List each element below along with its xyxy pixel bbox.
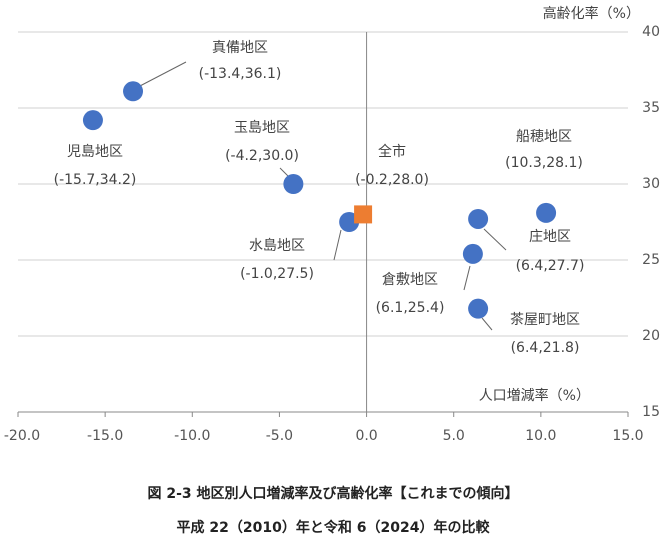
value-label: (6.4,27.7): [516, 258, 585, 274]
x-tick-label: 10.0: [525, 428, 556, 444]
y-tick-label: 20: [642, 328, 660, 344]
leader-line: [483, 228, 507, 251]
point-label: 倉敷地区: [382, 272, 438, 288]
y-tick-label: 15: [642, 404, 660, 420]
point: [462, 243, 483, 264]
point-label: 茶屋町地区: [510, 312, 580, 328]
y-tick-label: 35: [642, 100, 660, 116]
value-label: (-0.2,28.0): [355, 172, 429, 188]
y-tick-label: 40: [642, 24, 660, 40]
chart-subtitle: 平成 22（2010）年と令和 6（2024）年の比較: [177, 519, 491, 536]
chart-title: 図 2-3 地区別人口増減率及び高齢化率【これまでの傾向】: [147, 485, 518, 502]
x-tick-label: 0.0: [355, 428, 377, 444]
value-label: (-15.7,34.2): [54, 172, 137, 188]
value-label: (-4.2,30.0): [225, 148, 299, 164]
value-label: (-1.0,27.5): [240, 266, 314, 282]
point: [354, 205, 373, 224]
x-tick-label: -10.0: [174, 428, 210, 444]
point-label: 真備地区: [212, 40, 268, 56]
point: [468, 208, 489, 229]
point: [468, 298, 489, 319]
point-label: 船穂地区: [516, 129, 572, 145]
x-tick-label: -20.0: [4, 428, 40, 444]
value-label: (-13.4,36.1): [199, 66, 282, 82]
leader-line: [333, 229, 342, 261]
x-tick-label: -5.0: [266, 428, 293, 444]
point: [536, 202, 557, 223]
leader-line: [481, 317, 493, 331]
y-axis-title: 高齢化率（%）: [543, 5, 640, 22]
point: [123, 81, 144, 102]
point-label: 児島地区: [67, 144, 123, 160]
x-tick-label: 15.0: [612, 428, 643, 444]
value-label: (6.4,21.8): [511, 340, 580, 356]
point-label: 水島地区: [249, 238, 305, 254]
point-label: 庄地区: [529, 228, 571, 245]
x-axis-title: 人口増減率（%）: [479, 387, 590, 404]
point: [82, 110, 103, 131]
y-tick-label: 30: [642, 176, 660, 192]
x-tick-label: -15.0: [87, 428, 123, 444]
value-label: (6.1,25.4): [376, 300, 445, 316]
x-tick-label: 5.0: [443, 428, 465, 444]
y-tick-label: 25: [642, 252, 660, 268]
leader-line: [137, 61, 187, 88]
value-label: (10.3,28.1): [505, 155, 583, 171]
leader-line: [463, 265, 471, 291]
point: [283, 174, 304, 194]
point-label: 全市: [378, 143, 406, 160]
point-label: 玉島地区: [234, 120, 290, 136]
